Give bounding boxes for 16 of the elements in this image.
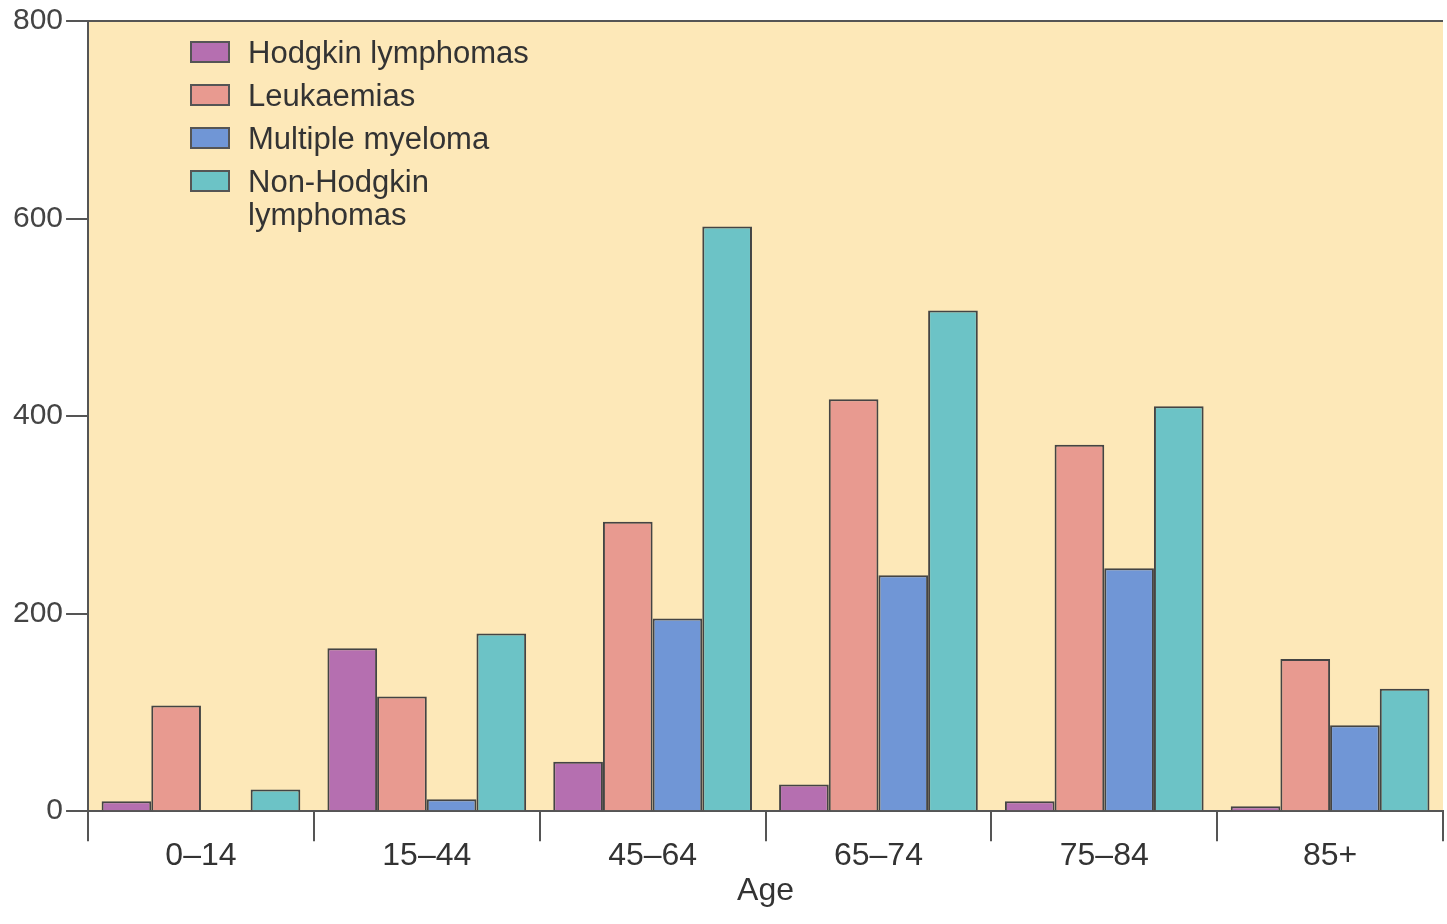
x-tick-label: 15–44 [382, 836, 472, 873]
y-tick-label: 400 [12, 397, 64, 431]
x-tick-label: 75–84 [1059, 836, 1149, 873]
x-tick-label: 65–74 [833, 836, 923, 873]
legend-label: Non-Hodgkin lymphomas [248, 164, 430, 232]
x-tick-label: 45–64 [608, 836, 698, 873]
y-tick-label: 600 [12, 199, 64, 233]
legend-label: Leukaemias [248, 78, 416, 113]
y-tick-label: 800 [12, 2, 64, 36]
legend-label: Multiple myeloma [248, 121, 490, 156]
y-tick-label: 0 [46, 792, 64, 826]
x-axis-title: Age [737, 870, 794, 907]
x-tick-label: 85+ [1302, 836, 1358, 873]
x-tick-label: 0–14 [165, 836, 237, 873]
y-tick-label: 200 [12, 594, 64, 628]
legend-label: Hodgkin lymphomas [248, 35, 529, 70]
